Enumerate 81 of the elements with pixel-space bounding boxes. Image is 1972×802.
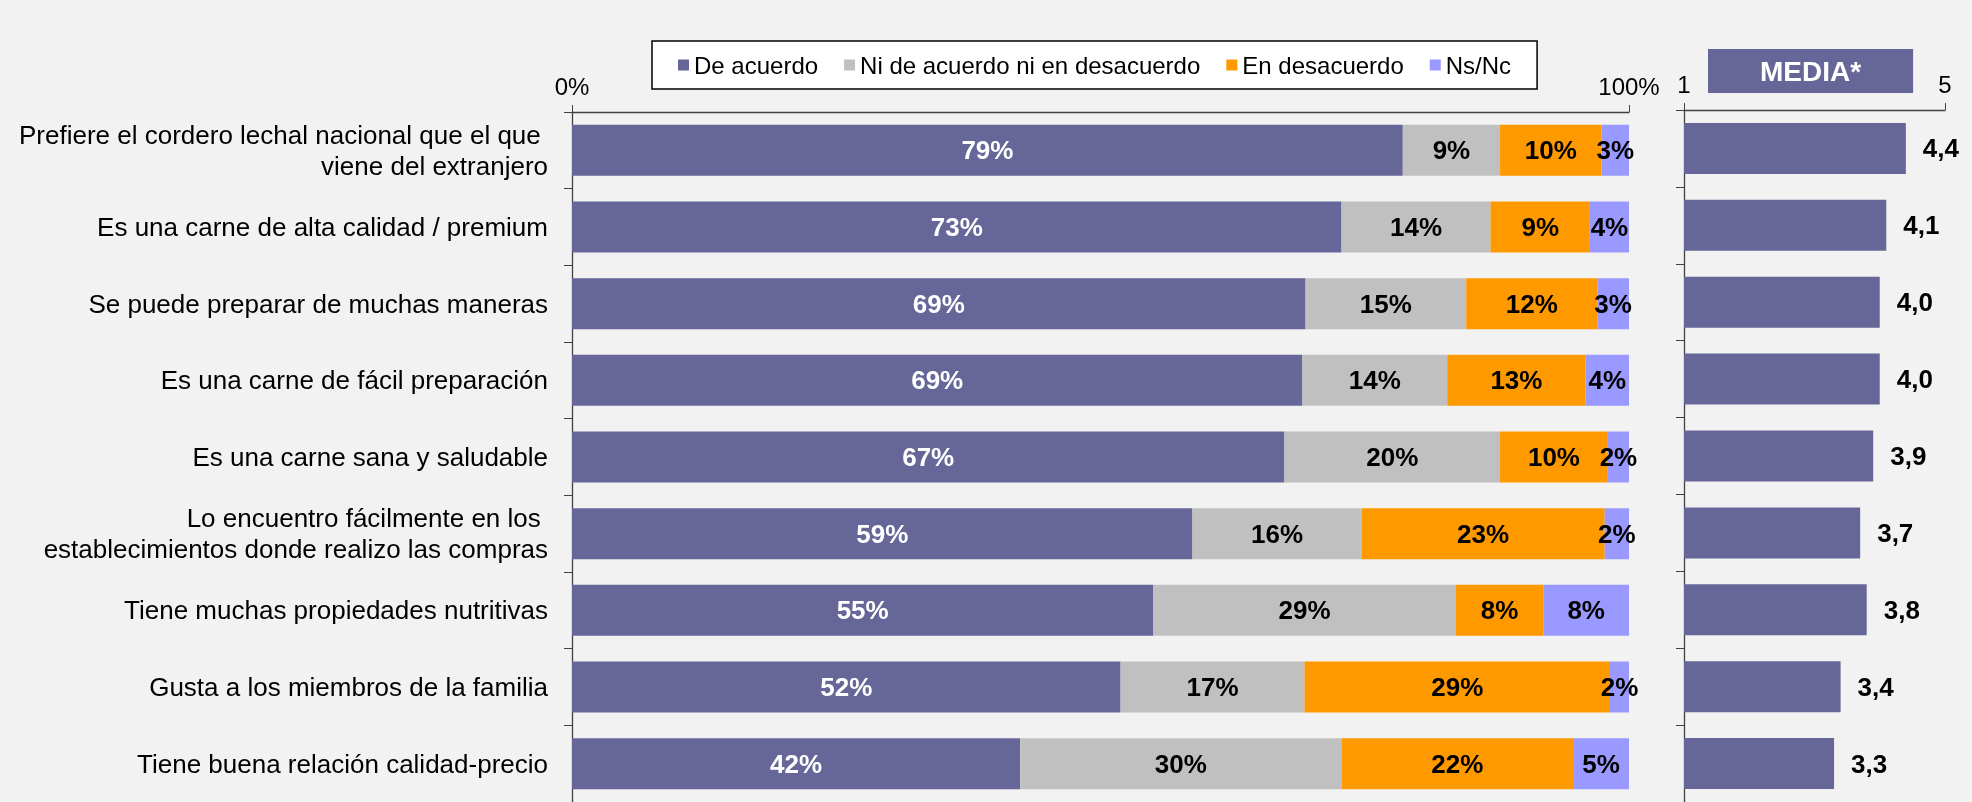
chart-title: MEDIA*	[1760, 55, 1862, 87]
y-tick-label: Se puede preparar de muchas maneras	[88, 288, 548, 319]
bar	[572, 738, 1021, 790]
bar	[1455, 584, 1544, 636]
x-tick-label: 5	[1938, 70, 1952, 98]
legend-label: En desacuerdo	[1242, 51, 1404, 79]
bar	[1192, 508, 1362, 560]
data-label: 10%	[1524, 135, 1577, 166]
legend-label: Ni de acuerdo ni en desacuerdo	[860, 51, 1201, 79]
data-label: 3,3	[1851, 748, 1888, 779]
data-label: 4,0	[1896, 364, 1933, 395]
bar	[1490, 201, 1590, 253]
data-label: 73%	[930, 212, 983, 242]
data-label: 29%	[1431, 672, 1484, 702]
y-tick-label: Es una carne sana y saludable	[192, 442, 548, 472]
bar	[572, 584, 1154, 636]
y-tick-label: Tiene muchas propiedades nutritivas	[124, 595, 548, 626]
x-tick-label: 0%	[554, 72, 590, 100]
data-label: 4,1	[1903, 210, 1940, 241]
bar	[1341, 738, 1573, 790]
bar	[572, 508, 1193, 560]
bar	[1305, 278, 1467, 330]
data-label: 15%	[1359, 288, 1412, 319]
legend-label: De acuerdo	[694, 51, 819, 79]
data-label: 79%	[961, 135, 1014, 166]
bar	[572, 661, 1121, 713]
data-label: 20%	[1366, 442, 1419, 472]
bar	[1020, 738, 1342, 790]
data-label: 13%	[1490, 365, 1543, 396]
data-label: 12%	[1505, 288, 1558, 319]
bar	[1120, 661, 1305, 713]
bar	[1153, 584, 1456, 636]
data-label: 4,4	[1922, 133, 1960, 164]
bar	[572, 354, 1303, 406]
data-label: 14%	[1348, 365, 1401, 396]
bar	[1341, 201, 1491, 253]
bar	[572, 431, 1285, 483]
data-label: 9%	[1432, 135, 1471, 166]
y-tick-label: Gusta a los miembros de la familia	[149, 672, 549, 702]
data-label: 8%	[1480, 595, 1519, 626]
y-tick-label: Es una carne de alta calidad / premium	[97, 212, 548, 242]
data-label: 4,0	[1896, 287, 1933, 318]
data-label: 67%	[902, 442, 955, 472]
data-label: 9%	[1521, 212, 1559, 242]
data-label: 3,7	[1877, 517, 1914, 548]
data-label: 69%	[911, 365, 964, 396]
data-label: 3,4	[1857, 671, 1895, 702]
legend-label: Ns/Nc	[1445, 51, 1512, 79]
bar	[1284, 431, 1501, 483]
y-tick-label: Tiene buena relación calidad-precio	[137, 748, 548, 779]
data-label: 3,8	[1883, 594, 1920, 625]
bar	[1543, 584, 1629, 636]
data-label: 29%	[1278, 595, 1331, 626]
data-label: 5%	[1582, 748, 1620, 779]
y-tick-label: Lo encuentro fácilmente en los establecimientos donde realizo las compras	[43, 503, 548, 565]
data-label: 23%	[1457, 518, 1510, 549]
data-label: 30%	[1154, 748, 1207, 779]
bar	[572, 201, 1342, 253]
data-label: 59%	[856, 518, 909, 549]
data-label: 14%	[1389, 212, 1443, 242]
data-label: 55%	[836, 595, 889, 626]
y-tick-label: Es una carne de fácil preparación	[160, 365, 548, 396]
data-label: 69%	[912, 288, 965, 319]
x-tick-label: 1	[1677, 70, 1691, 98]
bar	[1302, 354, 1448, 406]
bar	[1402, 124, 1501, 176]
data-label: 22%	[1431, 748, 1484, 779]
x-tick-label: 100%	[1598, 72, 1660, 100]
bar	[572, 278, 1306, 330]
data-label: 42%	[770, 748, 823, 779]
y-tick-label: Prefiere el cordero lechal nacional que el que viene del extranjero	[18, 119, 548, 181]
data-label: 8%	[1567, 595, 1605, 626]
bar	[572, 124, 1403, 176]
data-label: 4%	[1590, 212, 1629, 242]
data-label: 17%	[1186, 672, 1239, 702]
data-label: 16%	[1251, 518, 1304, 549]
bar	[1447, 354, 1586, 406]
data-label: 52%	[820, 672, 873, 702]
data-label: 10%	[1527, 442, 1580, 472]
data-label: 3,9	[1890, 441, 1927, 471]
data-label: 4%	[1588, 365, 1627, 396]
